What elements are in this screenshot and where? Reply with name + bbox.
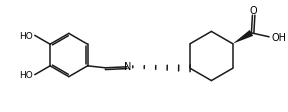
Polygon shape xyxy=(233,31,253,44)
Text: N: N xyxy=(124,61,132,71)
Text: O: O xyxy=(250,6,257,16)
Text: HO: HO xyxy=(19,71,33,80)
Text: HO: HO xyxy=(19,32,33,40)
Text: OH: OH xyxy=(271,32,286,42)
